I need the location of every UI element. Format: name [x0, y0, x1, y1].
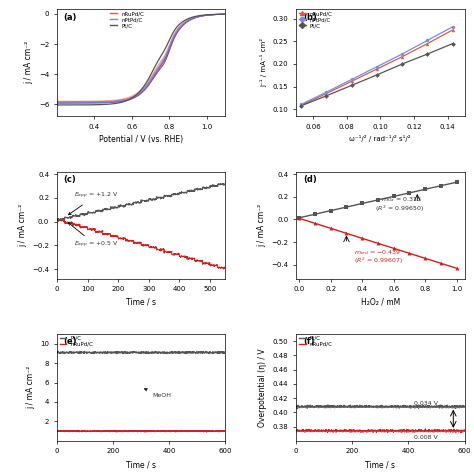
Point	[374, 196, 382, 204]
Point	[373, 65, 381, 73]
Point	[323, 90, 330, 97]
Point	[297, 101, 305, 109]
Legend: Pt/C, nRuPd/C: Pt/C, nRuPd/C	[60, 336, 94, 347]
Text: ($R^2$ = 0.99650): ($R^2$ = 0.99650)	[375, 203, 424, 214]
Point	[453, 178, 460, 186]
Point	[453, 264, 460, 272]
Point	[295, 215, 303, 222]
Point	[399, 60, 406, 68]
Y-axis label: j / mA cm⁻²: j / mA cm⁻²	[24, 41, 33, 84]
Point	[399, 53, 406, 61]
Point	[327, 225, 335, 232]
Point	[424, 40, 431, 47]
Point	[297, 100, 305, 108]
Point	[348, 76, 356, 83]
Legend: nRuPd/C, nPtPd/C, Pt/C: nRuPd/C, nPtPd/C, Pt/C	[299, 11, 333, 28]
X-axis label: Time / s: Time / s	[126, 298, 156, 307]
Point	[390, 245, 398, 252]
Point	[406, 249, 413, 257]
X-axis label: Time / s: Time / s	[126, 460, 156, 469]
Point	[390, 192, 398, 200]
Y-axis label: j / mA cm⁻²: j / mA cm⁻²	[257, 203, 266, 247]
Point	[399, 50, 406, 58]
Point	[348, 82, 356, 89]
Point	[421, 185, 429, 193]
X-axis label: ω⁻¹/² / rad⁻¹/² s¹/²: ω⁻¹/² / rad⁻¹/² s¹/²	[349, 136, 411, 143]
Text: (f): (f)	[303, 337, 314, 346]
Point	[449, 26, 456, 34]
Point	[437, 260, 445, 267]
Text: ($R^2$ = 0.99607): ($R^2$ = 0.99607)	[355, 256, 403, 266]
Point	[297, 102, 305, 109]
Text: (c): (c)	[64, 175, 76, 184]
Point	[373, 63, 381, 71]
Y-axis label: j⁻¹ / mA⁻¹ cm²: j⁻¹ / mA⁻¹ cm²	[260, 38, 267, 87]
Point	[343, 203, 350, 211]
Text: $m_{red}$ = −0.439: $m_{red}$ = −0.439	[355, 248, 401, 257]
Text: $E_{app}$ = +1.2 V: $E_{app}$ = +1.2 V	[69, 191, 118, 215]
Point	[437, 182, 445, 190]
Text: MeOH: MeOH	[145, 389, 171, 398]
Text: 0.008 V: 0.008 V	[414, 436, 438, 440]
Text: (a): (a)	[64, 13, 77, 22]
Text: $m_{Ox}$ = 0.313: $m_{Ox}$ = 0.313	[381, 195, 422, 204]
Point	[358, 235, 366, 242]
X-axis label: Potential / V (vs. RHE): Potential / V (vs. RHE)	[99, 136, 183, 145]
Point	[327, 207, 335, 214]
X-axis label: Time / s: Time / s	[365, 460, 395, 469]
Point	[348, 77, 356, 85]
Point	[373, 71, 381, 79]
Text: (d): (d)	[303, 175, 317, 184]
Point	[358, 200, 366, 207]
Point	[311, 219, 319, 227]
Point	[406, 189, 413, 197]
Text: 0.034 V: 0.034 V	[414, 401, 438, 406]
Point	[374, 239, 382, 247]
Point	[343, 229, 350, 237]
Text: (e): (e)	[64, 337, 77, 346]
Text: $E_{app}$ = +0.5 V: $E_{app}$ = +0.5 V	[68, 223, 118, 250]
Legend: Pt/C, nRuPd/C: Pt/C, nRuPd/C	[299, 336, 333, 347]
Point	[424, 50, 431, 58]
Point	[311, 210, 319, 218]
Y-axis label: j / mA cm⁻²: j / mA cm⁻²	[26, 366, 35, 409]
Point	[421, 255, 429, 262]
Point	[424, 36, 431, 44]
Point	[295, 214, 303, 221]
Point	[323, 92, 330, 100]
Y-axis label: Overpotential (η) / V: Overpotential (η) / V	[258, 348, 267, 427]
Y-axis label: j / mA cm⁻²: j / mA cm⁻²	[18, 203, 27, 247]
Point	[449, 40, 456, 47]
Point	[449, 23, 456, 30]
Legend: nRuPd/C, nPtPd/C, Pt/C: nRuPd/C, nPtPd/C, Pt/C	[110, 11, 144, 28]
X-axis label: H₂O₂ / mM: H₂O₂ / mM	[361, 298, 400, 307]
Text: (b): (b)	[303, 13, 317, 22]
Point	[323, 88, 330, 96]
